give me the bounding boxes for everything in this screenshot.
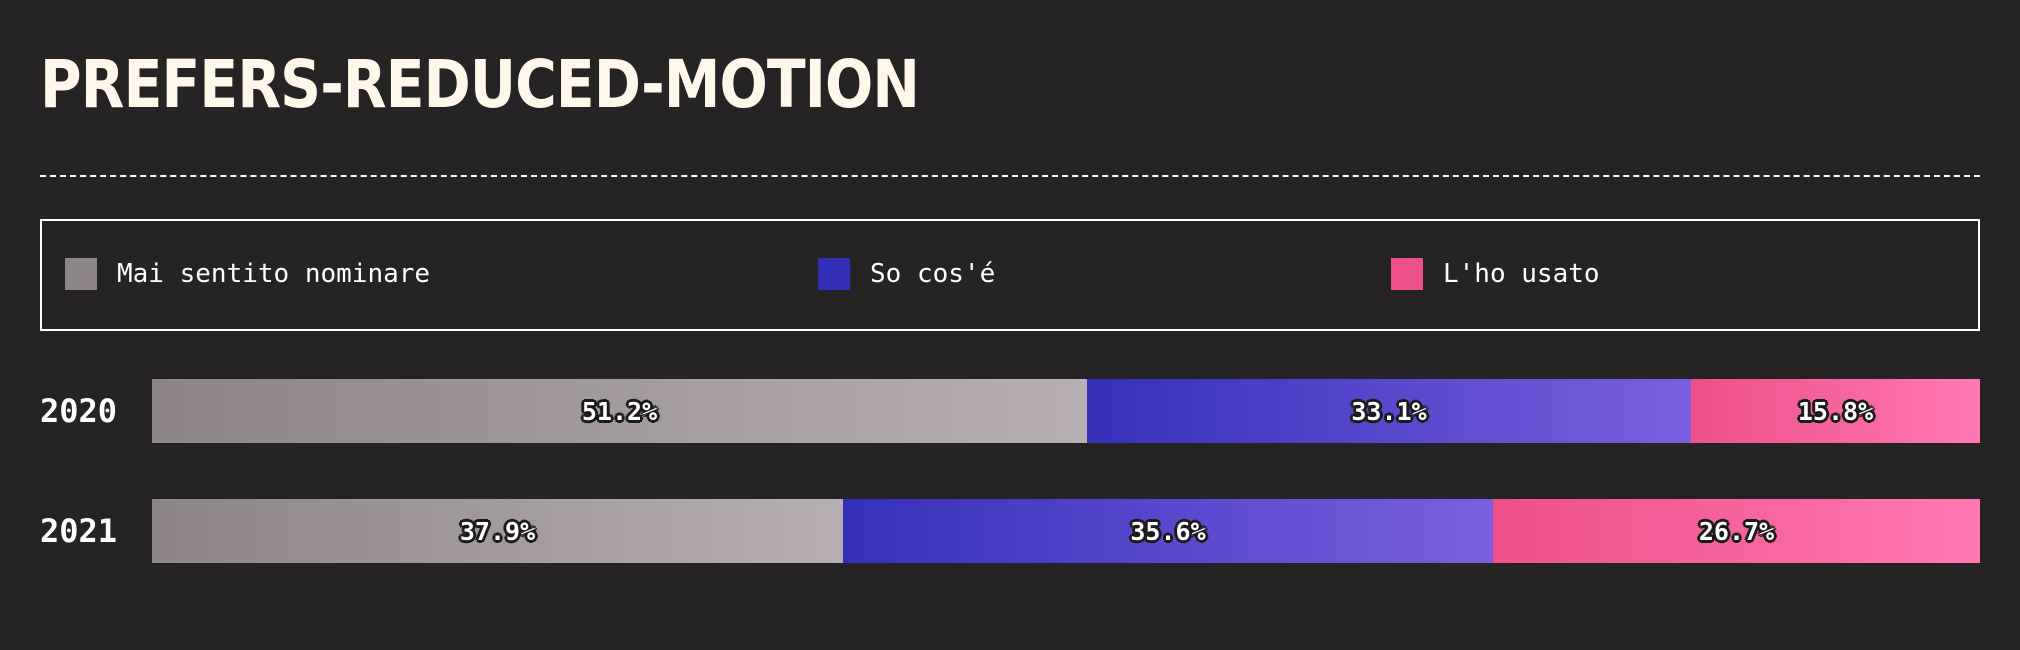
bar-segment-know-2020[interactable]: 33.1% [1087, 379, 1691, 443]
bar-segment-used-2021[interactable]: 26.7% [1493, 499, 1980, 563]
legend-item-know[interactable]: So cos'é [818, 257, 995, 291]
bar-segment-used-2020[interactable]: 15.8% [1691, 379, 1980, 443]
legend-swatch-know [818, 258, 850, 290]
bar-segment-know-2021[interactable]: 35.6% [843, 499, 1493, 563]
bar-row-2020: 51.2% 33.1% 15.8% [152, 379, 1980, 443]
bar-segment-never_heard-2020[interactable]: 51.2% [152, 379, 1087, 443]
bar-value-label: 51.2% [581, 396, 658, 426]
legend-swatch-never-heard [65, 258, 97, 290]
bar-row-2021: 37.9% 35.6% 26.7% [152, 499, 1980, 563]
bar-value-label: 35.6% [1130, 516, 1206, 546]
legend-label-never-heard: Mai sentito nominare [117, 259, 431, 289]
bar-value-label: 15.8% [1797, 396, 1874, 426]
bar-value-label: 37.9% [459, 516, 536, 546]
row-label-2020: 2020 [40, 392, 118, 430]
bar-value-label: 33.1% [1351, 396, 1427, 426]
chart-title: PREFERS-REDUCED-MOTION [40, 46, 920, 123]
legend-label-used: L'ho usato [1443, 259, 1600, 289]
bar-value-label: 26.7% [1698, 516, 1775, 546]
bar-segment-never_heard-2021[interactable]: 37.9% [152, 499, 843, 563]
dashed-divider [40, 175, 1980, 177]
legend-swatch-used [1391, 258, 1423, 290]
row-label-2021: 2021 [40, 512, 118, 550]
legend-item-used[interactable]: L'ho usato [1391, 257, 1600, 291]
legend-label-know: So cos'é [870, 259, 996, 289]
legend-item-never-heard[interactable]: Mai sentito nominare [65, 257, 430, 291]
legend: Mai sentito nominare So cos'é L'ho usato [40, 219, 1980, 331]
